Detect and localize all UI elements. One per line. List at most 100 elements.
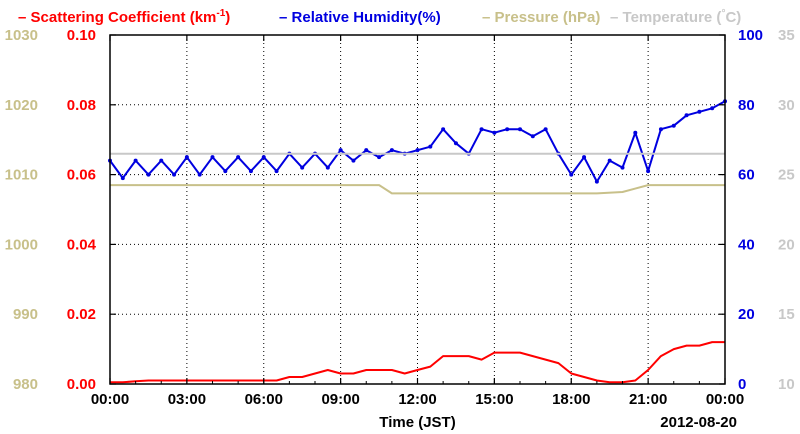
temperature-tick-label: 20 [778, 236, 795, 253]
humidity-point [441, 127, 446, 132]
legend-temperature-dash: – [610, 9, 623, 26]
humidity-point [236, 155, 241, 160]
legend-pressure-dash: – [482, 9, 495, 26]
legend-scattering-tail: ) [225, 9, 230, 26]
humidity-tick-label: 60 [738, 167, 755, 184]
humidity-point [530, 134, 535, 139]
humidity-tick-label: 40 [738, 236, 755, 253]
x-axis-label: Time (JST) [379, 414, 455, 431]
temperature-tick-label: 35 [778, 27, 795, 44]
pressure-tick-label: 1000 [5, 236, 38, 253]
legend-scattering-label: Scattering Coefficient (km [31, 9, 217, 26]
temperature-tick-label: 30 [778, 97, 795, 114]
humidity-point [274, 169, 279, 174]
humidity-point [594, 179, 599, 184]
legend-scattering-sup: -1 [216, 8, 225, 19]
legend-temperature-deg: ° [721, 8, 725, 19]
legend-temperature-tail: C) [725, 9, 741, 26]
legend-pressure: – Pressure (hPa) [482, 9, 600, 26]
scattering-tick-label: 0.10 [67, 27, 96, 44]
humidity-point [146, 172, 151, 177]
x-tick-label: 00:00 [706, 391, 744, 408]
x-tick-label: 06:00 [245, 391, 283, 408]
humidity-point [479, 127, 484, 132]
legend-pressure-label: Pressure (hPa) [495, 9, 601, 26]
humidity-point [364, 148, 369, 153]
humidity-point [633, 130, 638, 135]
humidity-point [184, 155, 189, 160]
series-line-scattering [110, 341, 725, 384]
x-tick-label: 03:00 [168, 391, 206, 408]
x-tick-label: 15:00 [475, 391, 513, 408]
temperature-tick-label: 10 [778, 376, 795, 393]
humidity-point [492, 130, 497, 135]
humidity-point [159, 158, 164, 163]
pressure-tick-label: 1020 [5, 97, 38, 114]
humidity-point [172, 172, 177, 177]
humidity-tick-label: 0 [738, 376, 746, 393]
humidity-tick-label: 80 [738, 97, 755, 114]
temperature-tick-label: 25 [778, 167, 795, 184]
humidity-point [120, 176, 125, 181]
humidity-point [300, 165, 305, 170]
date-label: 2012-08-20 [660, 414, 737, 431]
humidity-point [658, 127, 663, 132]
humidity-point [338, 148, 343, 153]
pressure-tick-label: 1030 [5, 27, 38, 44]
humidity-point [261, 155, 266, 160]
humidity-point [607, 158, 612, 163]
humidity-point [710, 106, 715, 111]
scattering-tick-label: 0.00 [67, 376, 96, 393]
humidity-point [389, 148, 394, 153]
legend: – Scattering Coefficient (km-1) – Relati… [18, 8, 741, 26]
pressure-tick-label: 990 [13, 306, 38, 323]
humidity-point [505, 127, 510, 132]
humidity-point [646, 169, 651, 174]
legend-humidity-label: Relative Humidity(%) [292, 9, 441, 26]
temperature-tick-label: 15 [778, 306, 795, 323]
humidity-point [415, 148, 420, 153]
x-tick-label: 12:00 [398, 391, 436, 408]
humidity-point [569, 172, 574, 177]
scattering-tick-label: 0.06 [67, 167, 96, 184]
humidity-point [620, 165, 625, 170]
humidity-point [248, 169, 253, 174]
humidity-point [697, 109, 702, 114]
humidity-point [210, 155, 215, 160]
tick-layer: 00:00 03:00 06:00 09:00 12:00 15:00 18:00 21:00… [5, 27, 795, 408]
legend-scattering-dash: – [18, 9, 31, 26]
pressure-tick-label: 1010 [5, 167, 38, 184]
x-tick-label: 09:00 [321, 391, 359, 408]
x-tick-label: 00:00 [91, 391, 129, 408]
grid-lines [110, 35, 725, 384]
humidity-point [518, 127, 522, 132]
series-line-pressure [110, 184, 725, 195]
legend-scattering: – Scattering Coefficient (km-1) [18, 8, 230, 26]
humidity-point [133, 158, 138, 163]
humidity-point [671, 123, 676, 128]
humidity-point [428, 144, 433, 149]
scattering-tick-label: 0.02 [67, 306, 96, 323]
humidity-point [197, 172, 202, 177]
humidity-point [325, 165, 330, 170]
series-line-humidity [109, 100, 726, 183]
humidity-point [684, 113, 689, 118]
humidity-tick-label: 100 [738, 27, 763, 44]
humidity-point [543, 127, 548, 132]
pressure-tick-label: 980 [13, 376, 38, 393]
humidity-point [377, 155, 382, 160]
legend-humidity-dash: – [279, 9, 292, 26]
legend-humidity: – Relative Humidity(%) [279, 9, 441, 26]
x-tick-label: 21:00 [629, 391, 667, 408]
humidity-point [223, 169, 228, 174]
x-tick-label: 18:00 [552, 391, 590, 408]
humidity-tick-label: 20 [738, 306, 755, 323]
scattering-tick-label: 0.08 [67, 97, 96, 114]
legend-temperature-label: Temperature ( [623, 9, 722, 26]
series-layer [108, 99, 727, 384]
legend-temperature: – Temperature (°C) [610, 8, 741, 26]
humidity-point [453, 141, 458, 146]
scattering-tick-label: 0.04 [67, 236, 97, 253]
humidity-point [582, 155, 587, 160]
